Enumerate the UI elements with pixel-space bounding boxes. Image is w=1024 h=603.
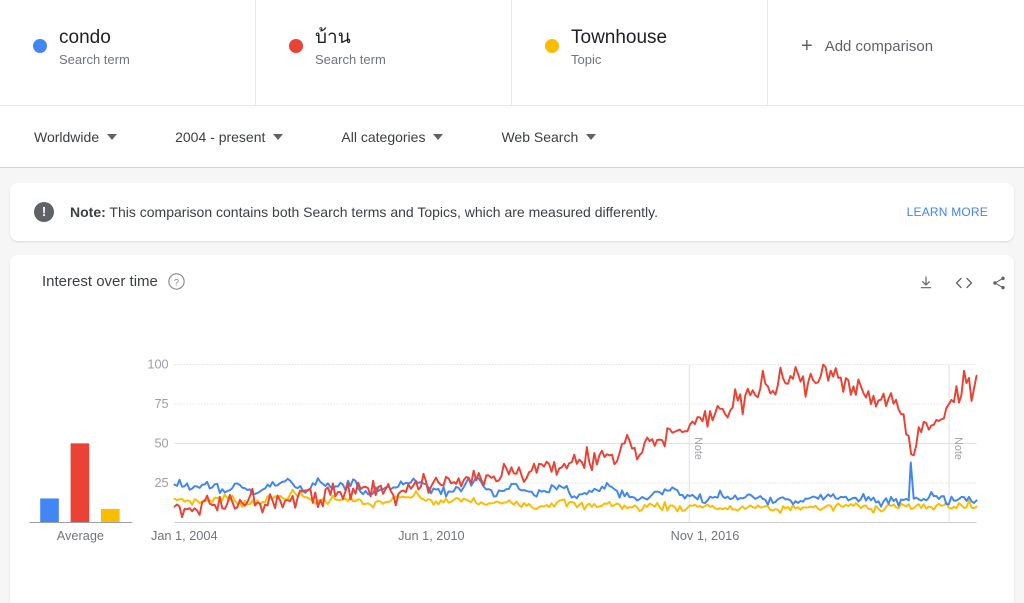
svg-text:100: 100 xyxy=(147,357,168,372)
svg-text:Average: Average xyxy=(57,528,104,543)
svg-text:25: 25 xyxy=(154,475,168,490)
svg-text:Jan 1, 2004: Jan 1, 2004 xyxy=(151,528,218,543)
svg-text:75: 75 xyxy=(154,396,168,411)
svg-text:Note: Note xyxy=(952,437,964,460)
svg-text:50: 50 xyxy=(154,435,168,450)
svg-text:Jun 1, 2010: Jun 1, 2010 xyxy=(398,528,465,543)
svg-text:Nov 1, 2016: Nov 1, 2016 xyxy=(671,528,740,543)
svg-text:Note: Note xyxy=(692,437,704,460)
